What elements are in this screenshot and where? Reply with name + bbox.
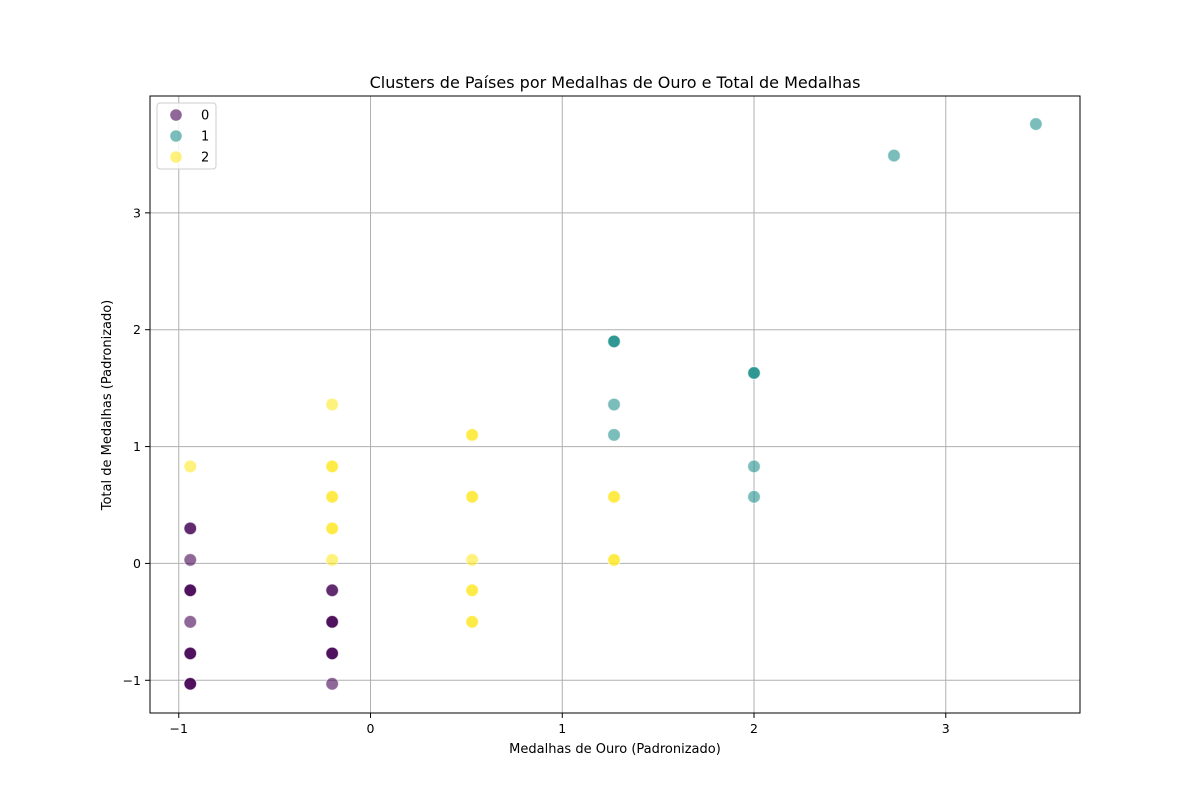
series-2 <box>183 397 621 629</box>
legend-entry-label: 2 <box>201 151 209 166</box>
data-point <box>607 553 621 567</box>
data-point <box>607 490 621 504</box>
data-point <box>183 553 198 567</box>
y-tick-label: −1 <box>123 673 141 688</box>
data-point <box>465 553 479 567</box>
data-point <box>465 615 479 629</box>
data-point <box>325 553 339 567</box>
legend-marker <box>169 129 183 143</box>
data-point <box>183 615 198 629</box>
data-point <box>183 676 198 691</box>
data-point <box>607 334 621 349</box>
legend-marker <box>169 108 183 122</box>
data-point <box>747 490 761 504</box>
data-point <box>183 521 198 536</box>
data-point <box>465 583 479 598</box>
data-point <box>325 615 339 629</box>
data-point <box>465 490 479 504</box>
x-axis-label: Medalhas de Ouro (Padronizado) <box>509 742 721 757</box>
legend-entry-label: 0 <box>201 109 209 124</box>
y-tick-label: 0 <box>133 556 141 571</box>
chart-title: Clusters de Países por Medalhas de Ouro … <box>370 73 861 92</box>
y-axis-label: Total de Medalhas (Padronizado) <box>100 300 115 512</box>
data-point <box>887 148 901 163</box>
y-axis-ticks: −1 0 1 2 3 <box>123 205 150 688</box>
data-point <box>183 583 198 598</box>
legend-entry-label: 1 <box>201 130 209 145</box>
data-point <box>325 397 339 412</box>
x-tick-label: 1 <box>558 721 566 736</box>
grid-lines <box>150 96 1080 713</box>
y-tick-label: 1 <box>133 439 141 454</box>
data-point <box>325 521 339 536</box>
legend: 0 1 2 <box>156 102 217 170</box>
x-tick-label: 0 <box>367 721 375 736</box>
x-axis-ticks: −1 0 1 2 3 <box>170 713 950 736</box>
data-point <box>325 676 339 691</box>
data-point <box>183 459 198 474</box>
y-tick-label: 3 <box>133 205 141 220</box>
data-points <box>183 117 1043 691</box>
data-point <box>747 366 761 380</box>
series-1 <box>607 117 1043 504</box>
data-point <box>183 646 198 661</box>
data-point <box>1029 117 1043 131</box>
data-point <box>325 583 339 598</box>
series-0 <box>183 521 339 691</box>
x-tick-label: 3 <box>942 721 950 736</box>
y-tick-label: 2 <box>133 322 141 337</box>
data-point <box>325 490 339 504</box>
x-tick-label: 2 <box>750 721 758 736</box>
data-point <box>465 428 479 442</box>
data-point <box>747 459 761 474</box>
plot-frame <box>149 95 1081 714</box>
legend-marker <box>169 150 183 164</box>
data-point <box>325 646 339 661</box>
data-point <box>607 397 621 412</box>
x-tick-label: −1 <box>170 721 188 736</box>
data-point <box>325 459 339 474</box>
data-point <box>607 428 621 442</box>
